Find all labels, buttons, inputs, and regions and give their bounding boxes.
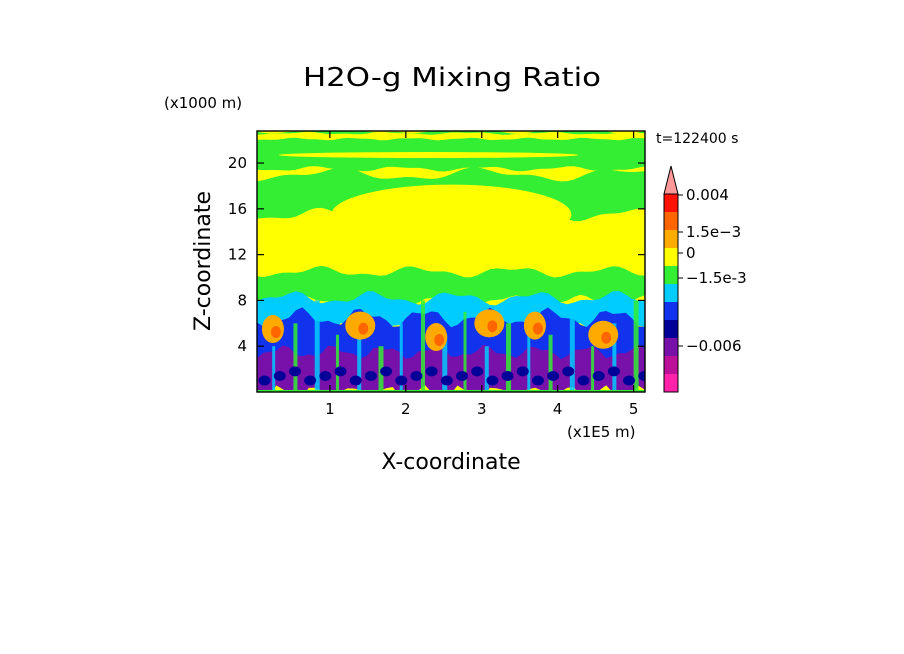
x-axis: 1 2 3 4 5 xyxy=(325,131,638,418)
colorbar-swatch xyxy=(664,194,678,212)
x-tick-label: 1 xyxy=(325,400,335,418)
navy-blob xyxy=(334,366,347,377)
colorbar-label: −1.5e-3 xyxy=(686,269,747,287)
x-scale-label: (x1E5 m) xyxy=(567,423,636,441)
colorbar-swatch xyxy=(664,284,678,302)
colorbar-frame xyxy=(663,193,679,393)
plume-streak xyxy=(293,323,298,392)
navy-blob xyxy=(425,366,438,377)
y-tick-label: 4 xyxy=(237,337,247,355)
x-tick-label: 3 xyxy=(477,400,487,418)
navy-blob xyxy=(486,375,499,386)
plume-streak xyxy=(569,311,575,392)
plume-streak xyxy=(357,311,362,392)
time-label: t=122400 s xyxy=(656,131,738,147)
plume-streak xyxy=(272,346,276,392)
orange-core xyxy=(270,326,281,339)
plume-streak xyxy=(442,334,448,392)
yellow-lens xyxy=(278,152,579,159)
orange-core xyxy=(358,322,369,335)
navy-blob xyxy=(592,370,605,381)
y-axis: 4 8 12 16 20 xyxy=(228,154,645,355)
plume-streak xyxy=(463,311,467,392)
plume-streak xyxy=(612,323,617,392)
band-yellow-top-strip xyxy=(257,131,645,141)
y-tick-label: 12 xyxy=(228,246,247,264)
navy-blob xyxy=(258,375,271,386)
navy-blob xyxy=(547,370,560,381)
colorbar-label: −0.006 xyxy=(686,337,742,355)
yellow-cloud xyxy=(331,184,572,245)
plume-streak xyxy=(591,346,595,392)
navy-blob xyxy=(456,370,469,381)
navy-blob xyxy=(531,375,544,386)
plume-streak xyxy=(527,300,531,392)
colorbar-swatch xyxy=(664,374,678,392)
navy-blob xyxy=(638,370,645,381)
plume-streak xyxy=(506,323,512,392)
y-tick-label: 16 xyxy=(228,200,247,218)
colorbar-swatch xyxy=(664,320,678,338)
orange-core xyxy=(532,322,543,335)
plume-streak xyxy=(314,300,320,392)
orange-core xyxy=(434,334,445,347)
navy-blob xyxy=(319,370,332,381)
plume-streak xyxy=(399,323,403,392)
colorbar-swatch xyxy=(664,338,678,356)
y-scale-label: (x1000 m) xyxy=(164,94,242,112)
x-tick-label: 2 xyxy=(401,400,411,418)
colorbar: 0.004 1.5e−3 0 −1.5e-3 −0.006 xyxy=(663,165,747,393)
navy-blob xyxy=(380,366,393,377)
navy-blob xyxy=(516,366,529,377)
colorbar-swatch xyxy=(664,230,678,248)
colorbar-swatch xyxy=(664,266,678,284)
navy-blob xyxy=(562,366,575,377)
colorbar-label: 0.004 xyxy=(686,186,729,204)
navy-blob xyxy=(607,366,620,377)
navy-blob xyxy=(364,370,377,381)
navy-blob xyxy=(288,366,301,377)
x-tick-label: 5 xyxy=(629,400,639,418)
colorbar-swatch xyxy=(664,212,678,230)
navy-blob xyxy=(410,370,423,381)
plume-streak xyxy=(633,300,639,392)
navy-blob xyxy=(501,370,514,381)
colorbar-swatch xyxy=(664,302,678,320)
ground-band xyxy=(257,390,645,392)
heatmap-field xyxy=(257,131,645,392)
plume-streak xyxy=(335,334,339,392)
navy-blob xyxy=(577,375,590,386)
plume-streak xyxy=(548,334,553,392)
orange-core xyxy=(487,320,498,333)
orange-core xyxy=(601,331,612,344)
y-tick-label: 8 xyxy=(237,291,247,309)
navy-blob xyxy=(623,375,636,386)
navy-blob xyxy=(273,370,286,381)
x-axis-label: X-coordinate xyxy=(381,450,520,475)
colorbar-swatch xyxy=(664,356,678,374)
x-tick-label: 4 xyxy=(553,400,563,418)
y-tick-label: 20 xyxy=(228,154,247,172)
navy-blob xyxy=(349,375,362,386)
navy-blob xyxy=(395,375,408,386)
colorbar-swatch xyxy=(664,248,678,266)
navy-blob xyxy=(471,366,484,377)
navy-blob xyxy=(304,375,317,386)
plume-streak xyxy=(421,300,426,392)
band-top-green xyxy=(257,131,645,172)
y-axis-label: Z-coordinate xyxy=(191,191,216,331)
plume-streak xyxy=(484,346,489,392)
colorbar-arrow xyxy=(663,165,679,195)
chart-title: H2O-g Mixing Ratio xyxy=(303,63,601,93)
colorbar-label: 0 xyxy=(686,244,696,262)
colorbar-label: 1.5e−3 xyxy=(686,223,741,241)
navy-blob xyxy=(440,375,453,386)
plot-frame xyxy=(256,130,646,393)
